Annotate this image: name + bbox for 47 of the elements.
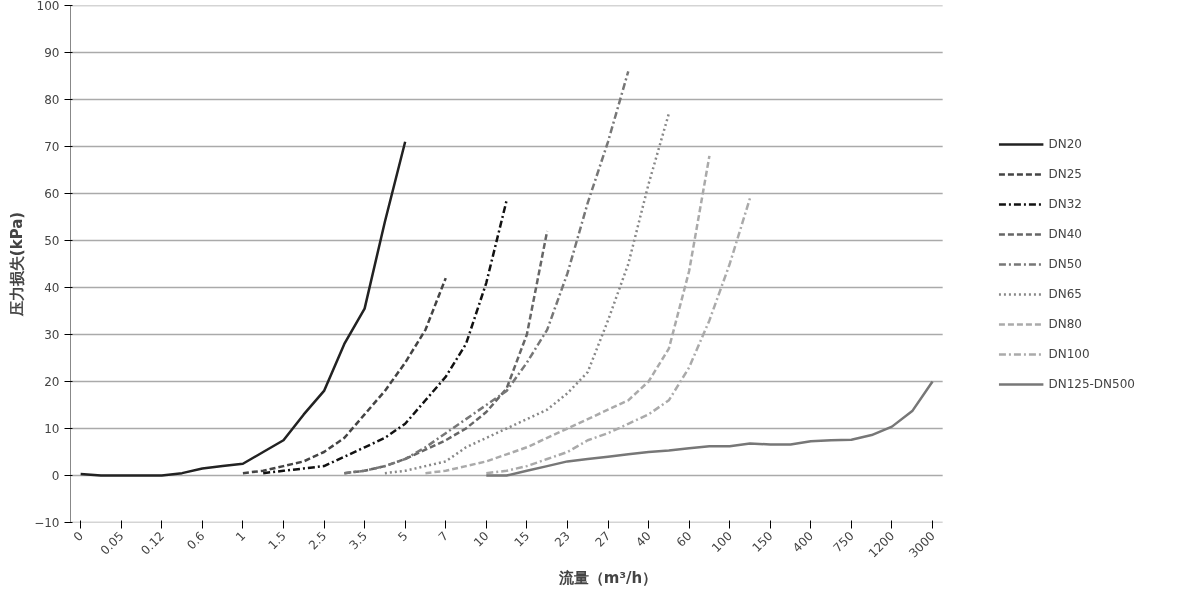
y-axis-title: 压力损失(kPa) (8, 211, 27, 318)
legend-label: DN80 (1048, 316, 1082, 331)
line-series (79, 140, 407, 477)
y-tick-label: 0 (51, 469, 60, 483)
legend-label: DN25 (1048, 166, 1082, 181)
y-tick-label: 80 (44, 93, 60, 107)
x-tick-label: 400 (790, 528, 817, 555)
y-tick-label: 40 (44, 281, 60, 295)
y-tick-label: 90 (44, 46, 60, 60)
x-tick-label: 750 (830, 528, 857, 555)
legend-label: DN50 (1048, 256, 1082, 271)
x-tick-label: 0.6 (184, 528, 208, 553)
x-tick-label: 150 (749, 528, 776, 555)
line-series (343, 70, 630, 475)
x-tick-label: 27 (592, 528, 614, 550)
x-tick-label: 100 (708, 528, 735, 555)
y-tick-label: 60 (44, 187, 60, 201)
legend-label: DN40 (1048, 226, 1082, 241)
line-series (261, 199, 508, 475)
y-tick-label: 20 (44, 375, 60, 389)
x-tick-label: 15 (511, 528, 533, 550)
x-tick-label: 1.5 (265, 528, 289, 553)
x-tick-label: 40 (633, 528, 654, 550)
y-tick-label: 70 (44, 140, 60, 154)
legend-label: DN32 (1048, 196, 1082, 211)
legend-label: DN125-DN500 (1048, 376, 1135, 391)
x-tick-label: 3.5 (346, 528, 370, 553)
line-series (241, 276, 447, 475)
legend-label: DN100 (1048, 346, 1090, 361)
y-tick-label: 30 (44, 328, 60, 342)
y-tick-label: −10 (34, 516, 60, 530)
y-tick-label: 50 (44, 234, 60, 248)
x-axis-title: 流量（m³/h） (557, 569, 658, 588)
legend-label: DN65 (1048, 286, 1082, 301)
legend-label: DN20 (1048, 136, 1082, 151)
x-tick-label: 5 (395, 528, 411, 545)
x-tick-label: 7 (435, 528, 452, 545)
y-tick-label: 100 (36, 0, 60, 13)
y-tick-label: 10 (44, 422, 60, 436)
x-tick-label: 60 (673, 528, 695, 550)
x-tick-label: 0 (70, 528, 86, 545)
x-tick-label: 10 (470, 528, 492, 550)
x-tick-label: 23 (552, 528, 573, 550)
line-series (383, 112, 671, 475)
line-series (485, 380, 934, 477)
x-tick-label: 2.5 (305, 528, 330, 553)
x-tick-label: 1 (232, 528, 249, 545)
